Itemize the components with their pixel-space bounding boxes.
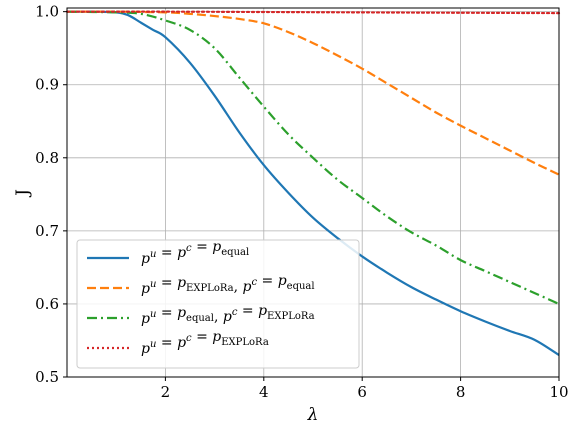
legend-label-1: pu = pc = pequal (141, 239, 249, 267)
legend-label-2: pu = pEXPLoRa, pc = pequal (141, 273, 315, 297)
series-layer (65, 10, 561, 357)
y-tick-label: 1.0 (35, 3, 59, 21)
x-tick-label: 4 (259, 383, 269, 401)
legend-box (76, 239, 360, 369)
legend-subscript: EXPLoRa (221, 337, 269, 348)
x-tick-label: 6 (357, 383, 367, 401)
legend-superscript: c (186, 243, 192, 254)
legend-subscript: EXPLoRa (267, 311, 315, 322)
legend-text-part: = (156, 335, 177, 351)
legend-text-part: = (156, 275, 177, 291)
legend-superscript: u (150, 279, 156, 290)
legend-subscript: equal (186, 313, 214, 324)
legend-text-part: , (214, 309, 223, 325)
series-line-2 (66, 10, 560, 176)
y-tick-label: 0.7 (35, 222, 59, 240)
legend-symbol-p: p (141, 281, 150, 297)
legend-symbol-p: p (177, 245, 186, 261)
legend-text-part: = (257, 273, 278, 289)
series-line-1 (66, 10, 560, 357)
legend-text-part: , (234, 279, 243, 295)
legend-symbol-p: p (141, 251, 150, 267)
legend-subscript: EXPLoRa (186, 283, 234, 294)
legend-symbol-p: p (278, 273, 287, 289)
x-tick-label: 8 (456, 383, 466, 401)
y-tick-label: 0.9 (35, 76, 59, 94)
series-line-4 (65, 10, 561, 15)
legend-text-part: = (192, 329, 213, 345)
legend-label-4: pu = pc = pEXPLoRa (141, 329, 269, 357)
y-tick-label: 0.6 (35, 295, 59, 313)
legend-superscript: u (150, 309, 156, 320)
legend-subscript: equal (287, 281, 315, 292)
axis-ticks: 2 4 6 8 10 0.5 0.6 0.7 0.8 0.9 1.0 (35, 3, 568, 401)
legend-symbol-p: p (242, 279, 251, 295)
y-axis-label: J (13, 189, 33, 198)
x-tick-label: 2 (161, 383, 171, 401)
legend-symbol-p: p (177, 305, 186, 321)
legend-symbol-p: p (223, 309, 232, 325)
legend-text-part: = (237, 303, 258, 319)
legend-label-3: pu = pequal, pc = pEXPLoRa (141, 303, 315, 327)
legend-superscript: c (186, 333, 192, 344)
x-tick-label: 10 (549, 383, 568, 401)
y-tick-label: 0.8 (35, 149, 59, 167)
legend-text-part: = (156, 245, 177, 261)
legend-symbol-p: p (212, 329, 221, 345)
legend-superscript: c (251, 277, 257, 288)
y-tick-label: 0.5 (35, 368, 59, 386)
legend-superscript: u (150, 339, 156, 350)
legend-subscript: equal (221, 247, 249, 258)
legend-symbol-p: p (141, 341, 150, 357)
x-axis-label: λ (307, 405, 319, 424)
series-line-3 (66, 10, 560, 305)
legend-text-part: = (156, 305, 177, 321)
legend-superscript: c (232, 307, 238, 318)
legend-symbol-p: p (258, 303, 267, 319)
legend-symbol-p: p (177, 275, 186, 291)
legend-symbol-p: p (141, 311, 150, 327)
legend-text-part: = (192, 239, 213, 255)
legend-superscript: u (150, 249, 156, 260)
legend-symbol-p: p (177, 335, 186, 351)
legend-symbol-p: p (212, 239, 221, 255)
plot-frame (66, 7, 560, 378)
